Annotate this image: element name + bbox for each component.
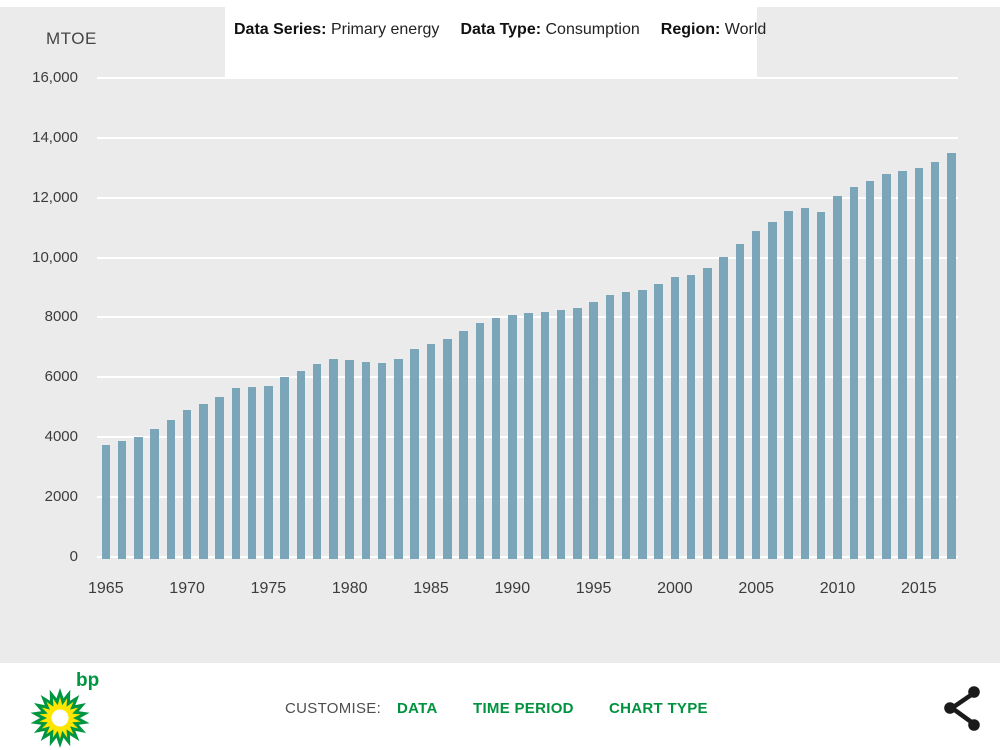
bar-2016[interactable] [930,162,940,559]
bar-1996[interactable] [605,294,615,559]
customise-link-time-period[interactable]: TIME PERIOD [473,700,574,717]
bar-1978[interactable] [312,364,322,559]
bar-2013[interactable] [882,173,891,559]
svg-text:bp: bp [76,670,99,691]
bar-1997[interactable] [621,292,631,559]
bar-1987[interactable] [459,331,468,559]
bar-1970[interactable] [182,410,192,559]
x-tick-label-2015: 2015 [901,580,937,597]
customise-label: CUSTOMISE: [285,700,382,717]
data-series-value: Primary energy [330,21,440,38]
gridline-14,000 [97,137,958,140]
bar-1974[interactable] [247,387,257,559]
x-tick-label-1995: 1995 [575,580,612,597]
bar-1986[interactable] [443,338,452,559]
y-axis-unit-label: MTOE [46,29,97,48]
x-tick-label-1990: 1990 [494,580,531,597]
bar-1971[interactable] [199,404,208,559]
bp-helios-logo: bp [28,668,108,750]
bar-1985[interactable] [426,343,436,559]
bar-2002[interactable] [703,267,712,559]
bar-2009[interactable] [816,212,826,559]
bar-1981[interactable] [361,361,371,559]
y-tick-label: 6000 [44,368,78,386]
x-tick-label-1965: 1965 [88,580,124,597]
data-series-label: Data Series: [234,21,327,38]
bar-1975[interactable] [264,386,273,559]
bar-1982[interactable] [377,362,387,559]
bar-1972[interactable] [215,397,224,559]
bar-1990[interactable] [508,314,517,559]
bar-2012[interactable] [865,181,875,559]
bar-1992[interactable] [540,312,550,559]
bar-2015[interactable] [914,168,924,559]
bar-1977[interactable] [296,371,306,559]
bar-1966[interactable] [117,440,127,559]
bar-2001[interactable] [686,274,696,559]
bar-1980[interactable] [345,360,354,559]
bar-2006[interactable] [768,221,777,559]
y-tick-label: 12,000 [32,188,78,206]
bar-2011[interactable] [849,187,859,559]
customise-link-data[interactable]: DATA [397,700,438,717]
bar-1983[interactable] [394,358,403,559]
x-tick-label-2000: 2000 [657,580,693,597]
share-icon[interactable] [943,683,983,733]
bar-1979[interactable] [329,358,338,559]
bar-2000[interactable] [670,276,680,559]
x-tick-label-1975: 1975 [250,580,287,597]
bar-1965[interactable] [101,445,111,559]
bar-1976[interactable] [280,376,289,559]
bar-2010[interactable] [833,195,842,559]
x-tick-label-1985: 1985 [413,580,449,597]
y-tick-label: 16,000 [32,69,78,87]
bar-2007[interactable] [784,210,793,559]
region-label: Region: [660,21,721,38]
bar-2017[interactable] [947,152,956,559]
y-tick-label: 2000 [44,487,78,505]
bar-1967[interactable] [134,436,143,559]
y-tick-label: 14,000 [32,129,78,147]
bar-1969[interactable] [166,419,176,559]
x-tick-label-2005: 2005 [738,580,774,597]
gridline-12,000 [97,196,958,199]
bar-2003[interactable] [719,257,728,559]
bar-1988[interactable] [475,322,485,559]
y-tick-label: 10,000 [32,248,78,266]
region-value: World [724,21,767,38]
bar-2008[interactable] [800,207,810,559]
data-type-label: Data Type: [460,21,542,38]
x-tick-label-1980: 1980 [331,580,368,597]
bar-1994[interactable] [573,307,582,559]
gridline-10,000 [97,256,958,259]
bar-2004[interactable] [735,243,745,559]
bar-1989[interactable] [491,317,501,559]
y-tick-label: 4000 [44,427,78,445]
bar-1999[interactable] [654,283,663,559]
y-tick-label: 0 [69,547,78,565]
bar-1991[interactable] [524,312,533,559]
bar-1998[interactable] [638,289,647,559]
bar-1993[interactable] [556,309,566,559]
data-type-pair: Data Type: Consumption [460,21,639,38]
footer-bar: bp CUSTOMISE: DATA TIME PERIOD CHART TYP… [0,663,1000,750]
header-band: Data Series: Primary energy Data Type: Co… [225,0,766,78]
data-type-value: Consumption [545,21,640,38]
x-tick-label-1970: 1970 [169,580,205,597]
customise-link-chart-type[interactable]: CHART TYPE [609,700,708,717]
x-tick-label-2010: 2010 [819,580,856,597]
region-pair: Region: World [661,21,767,38]
bar-1995[interactable] [589,301,598,559]
gridline-16,000 [97,77,958,80]
y-tick-label: 8000 [44,308,78,326]
bar-1984[interactable] [410,349,419,559]
bar-2005[interactable] [751,231,761,559]
data-series-pair: Data Series: Primary energy [234,21,439,38]
bar-2014[interactable] [898,171,907,559]
bar-1973[interactable] [231,388,241,559]
bar-1968[interactable] [150,428,159,559]
